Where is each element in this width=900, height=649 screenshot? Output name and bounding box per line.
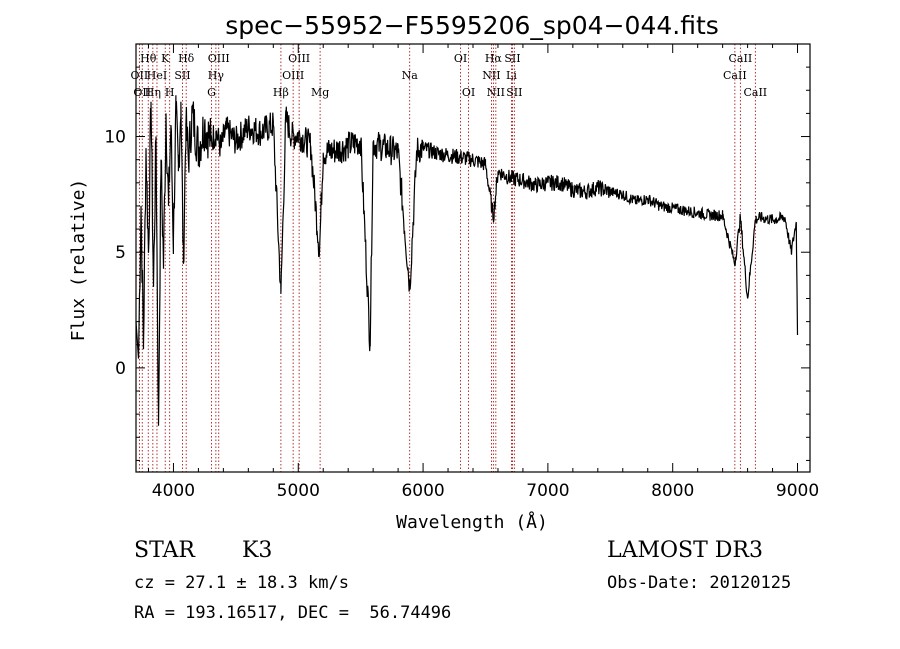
line-label: Na <box>402 69 419 82</box>
spectral-line-labels: OII OΙΙ Hθ Hη HeI K H SII Hδ G Hγ OIII Hβ OIII OIII Mg N… <box>131 52 768 99</box>
plot-frame <box>135 43 811 473</box>
y-tick-label: 5 <box>115 243 126 263</box>
line-label: SII <box>504 52 520 65</box>
x-tick-label: 7000 <box>526 481 569 501</box>
line-label: Li <box>506 69 517 82</box>
line-label: K <box>161 52 170 65</box>
redshift-cz: cz = 27.1 ± 18.3 km/s <box>134 573 349 593</box>
line-label: OIII <box>288 52 310 65</box>
line-label: Mg <box>311 86 329 99</box>
line-label: NII <box>487 86 505 99</box>
line-label: SII <box>506 86 522 99</box>
chart-title: spec−55952−F5595206_sp04−044.fits <box>225 11 719 40</box>
x-axis-label: Wavelength (Å) <box>396 511 548 533</box>
line-label: Hη <box>145 86 161 99</box>
object-subclass: K3 <box>242 538 273 563</box>
x-tick-label: 6000 <box>401 481 444 501</box>
spectrum-line <box>135 95 799 426</box>
line-label: OII <box>131 69 149 82</box>
y-tick-label: 10 <box>104 128 126 148</box>
line-label: OI <box>462 86 475 99</box>
line-label: CaII <box>743 86 767 99</box>
obs-date: Obs-Date: 20120125 <box>607 573 792 593</box>
ra-dec: RA = 193.16517, DEC = 56.74496 <box>134 603 452 623</box>
line-label: CaII <box>729 52 753 65</box>
y-tick-label: 0 <box>115 359 126 379</box>
spectral-line-markers <box>138 44 756 472</box>
x-tick-label: 9000 <box>776 481 819 501</box>
y-axis-ticks: 0 5 10 <box>104 66 810 461</box>
line-label: OIII <box>208 52 230 65</box>
line-label: Hθ <box>140 52 157 65</box>
line-label: NII <box>482 69 500 82</box>
y-axis-label: Flux (relative) <box>68 179 89 342</box>
line-label: OΙΙ <box>133 86 151 99</box>
x-tick-label: 5000 <box>277 481 320 501</box>
line-label: OI <box>454 52 467 65</box>
spectrum-chart: spec−55952−F5595206_sp04−044.fits OII OΙΙ… <box>68 11 819 533</box>
line-label: Hβ <box>273 86 289 99</box>
object-class: STAR <box>134 538 195 563</box>
line-label: CaII <box>723 69 747 82</box>
line-label: Hδ <box>178 52 195 65</box>
line-label: Hγ <box>208 69 225 82</box>
line-label: HeI <box>147 69 167 82</box>
x-tick-label: 8000 <box>651 481 694 501</box>
line-label: SII <box>174 69 190 82</box>
line-label: G <box>207 86 216 99</box>
survey-name: LAMOST DR3 <box>607 538 763 563</box>
x-tick-label: 4000 <box>152 481 195 501</box>
line-label: H <box>165 86 175 99</box>
line-label: Hα <box>485 52 503 65</box>
line-label: OIII <box>282 69 304 82</box>
x-axis-ticks: 4000 5000 6000 7000 8000 9000 <box>147 44 819 501</box>
